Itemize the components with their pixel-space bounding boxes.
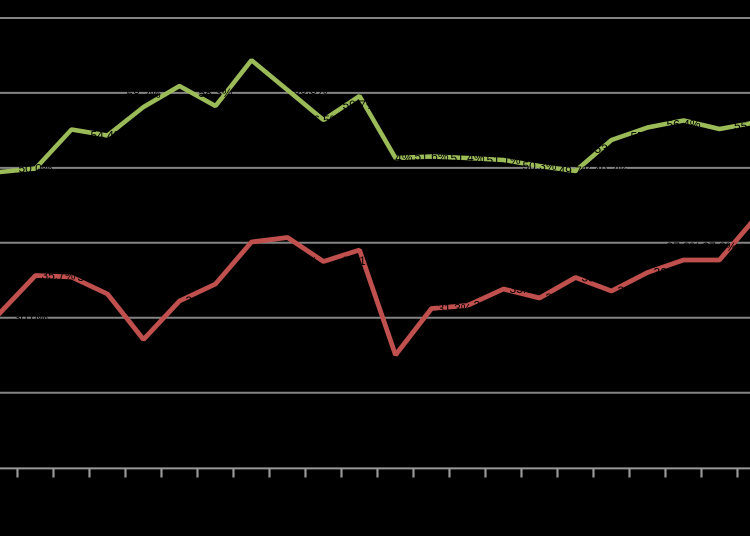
svg-text:60.5%: 60.5% — [294, 83, 328, 97]
svg-text:25.5%: 25.5% — [378, 357, 412, 371]
svg-text:35.7%: 35.7% — [42, 269, 76, 283]
svg-text:51.6%: 51.6% — [414, 150, 448, 164]
svg-text:58.2%: 58.2% — [126, 87, 160, 101]
svg-text:49.7%: 49.7% — [558, 164, 592, 178]
svg-text:64.3%: 64.3% — [234, 42, 268, 56]
svg-text:55.5%: 55.5% — [630, 130, 664, 144]
svg-text:36.1%: 36.1% — [654, 266, 688, 280]
svg-text:58.3%: 58.3% — [198, 86, 232, 100]
svg-text:31.7%: 31.7% — [474, 299, 508, 313]
svg-text:56.5%: 56.5% — [306, 113, 340, 127]
svg-text:35.5%: 35.5% — [78, 270, 112, 284]
svg-text:35.5%: 35.5% — [582, 271, 616, 285]
svg-text:54.4%: 54.4% — [90, 129, 124, 143]
svg-text:55.3%: 55.3% — [734, 119, 750, 133]
svg-text:27.5%: 27.5% — [126, 342, 160, 356]
svg-text:37.6%: 37.6% — [283, 255, 317, 269]
svg-text:56.4%: 56.4% — [666, 118, 700, 132]
svg-text:40.8%: 40.8% — [300, 231, 334, 245]
svg-text:32.3%: 32.3% — [186, 294, 220, 308]
svg-text:32.7%: 32.7% — [546, 291, 580, 305]
svg-text:37.8%: 37.8% — [702, 240, 736, 254]
svg-text:33.7%: 33.7% — [618, 284, 652, 298]
svg-text:37.8%: 37.8% — [666, 240, 700, 254]
svg-text:50.3%: 50.3% — [522, 159, 556, 173]
svg-text:49.7%: 49.7% — [594, 163, 628, 177]
svg-text:51.4%: 51.4% — [450, 151, 484, 165]
svg-text:31.3%: 31.3% — [438, 302, 472, 316]
svg-text:30.0%: 30.0% — [14, 311, 48, 325]
svg-text:50.0%: 50.0% — [18, 162, 52, 176]
svg-text:33.9%: 33.9% — [510, 282, 544, 296]
svg-text:51.4%: 51.4% — [378, 151, 412, 165]
svg-text:40.2%: 40.2% — [234, 222, 268, 236]
svg-text:61.0%: 61.0% — [162, 66, 196, 80]
svg-text:51.1%: 51.1% — [486, 153, 520, 167]
svg-text:33.3%: 33.3% — [114, 287, 148, 301]
svg-text:55.2%: 55.2% — [54, 110, 88, 124]
svg-text:53.8%: 53.8% — [594, 142, 628, 156]
svg-text:59.7%: 59.7% — [342, 98, 376, 112]
svg-text:34.6%: 34.6% — [222, 277, 256, 291]
svg-text:39.1%: 39.1% — [342, 254, 376, 268]
